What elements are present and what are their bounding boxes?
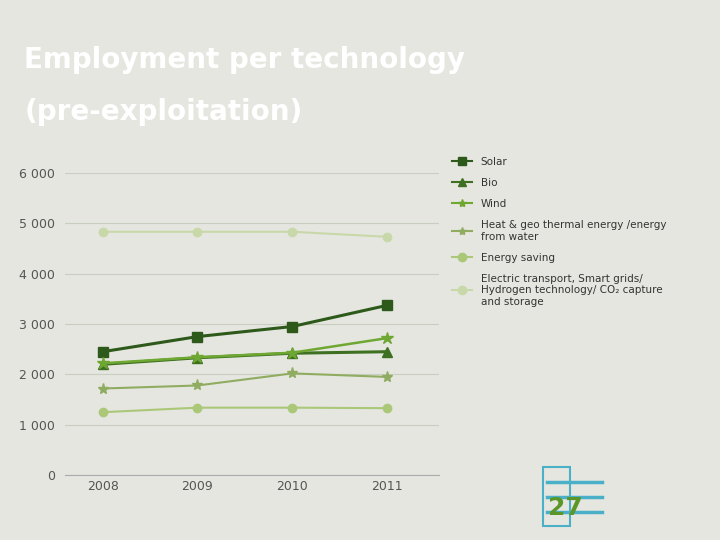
Energy saving xyxy=(193,404,202,411)
Line: Heat & geo thermal energy /energy
from water: Heat & geo thermal energy /energy from w… xyxy=(97,368,392,394)
Legend: Solar, Bio, Wind, Heat & geo thermal energy /energy
from water, Energy saving, E: Solar, Bio, Wind, Heat & geo thermal ene… xyxy=(451,157,666,307)
Text: Employment per technology: Employment per technology xyxy=(24,46,465,74)
Wind xyxy=(288,349,297,356)
Energy saving xyxy=(99,409,107,415)
Line: Energy saving: Energy saving xyxy=(99,403,391,416)
Bio xyxy=(383,348,392,355)
Text: (pre-exploitation): (pre-exploitation) xyxy=(24,98,302,126)
Wind xyxy=(193,354,202,361)
Wind xyxy=(383,335,392,341)
Line: Electric transport, Smart grids/
Hydrogen technology/ CO₂ capture
and storage: Electric transport, Smart grids/ Hydroge… xyxy=(99,227,391,241)
Heat & geo thermal energy /energy
from water xyxy=(383,374,392,380)
Energy saving xyxy=(383,405,392,411)
Bio xyxy=(193,355,202,361)
Electric transport, Smart grids/
Hydrogen technology/ CO₂ capture
and storage xyxy=(193,228,202,235)
Bio xyxy=(99,361,107,368)
Line: Wind: Wind xyxy=(96,332,393,369)
Heat & geo thermal energy /energy
from water xyxy=(288,370,297,376)
Heat & geo thermal energy /energy
from water xyxy=(99,385,107,392)
Solar xyxy=(193,333,202,340)
Solar xyxy=(383,302,392,308)
Electric transport, Smart grids/
Hydrogen technology/ CO₂ capture
and storage xyxy=(288,228,297,235)
Line: Bio: Bio xyxy=(98,347,392,369)
Bar xyxy=(543,467,570,526)
Heat & geo thermal energy /energy
from water xyxy=(193,382,202,389)
Electric transport, Smart grids/
Hydrogen technology/ CO₂ capture
and storage xyxy=(99,228,107,235)
Line: Solar: Solar xyxy=(98,300,392,356)
Electric transport, Smart grids/
Hydrogen technology/ CO₂ capture
and storage xyxy=(383,234,392,240)
Bio xyxy=(288,350,297,356)
Text: 27: 27 xyxy=(548,496,582,519)
Solar xyxy=(99,348,107,355)
Energy saving xyxy=(288,404,297,411)
Solar xyxy=(288,323,297,330)
Wind xyxy=(99,360,107,367)
